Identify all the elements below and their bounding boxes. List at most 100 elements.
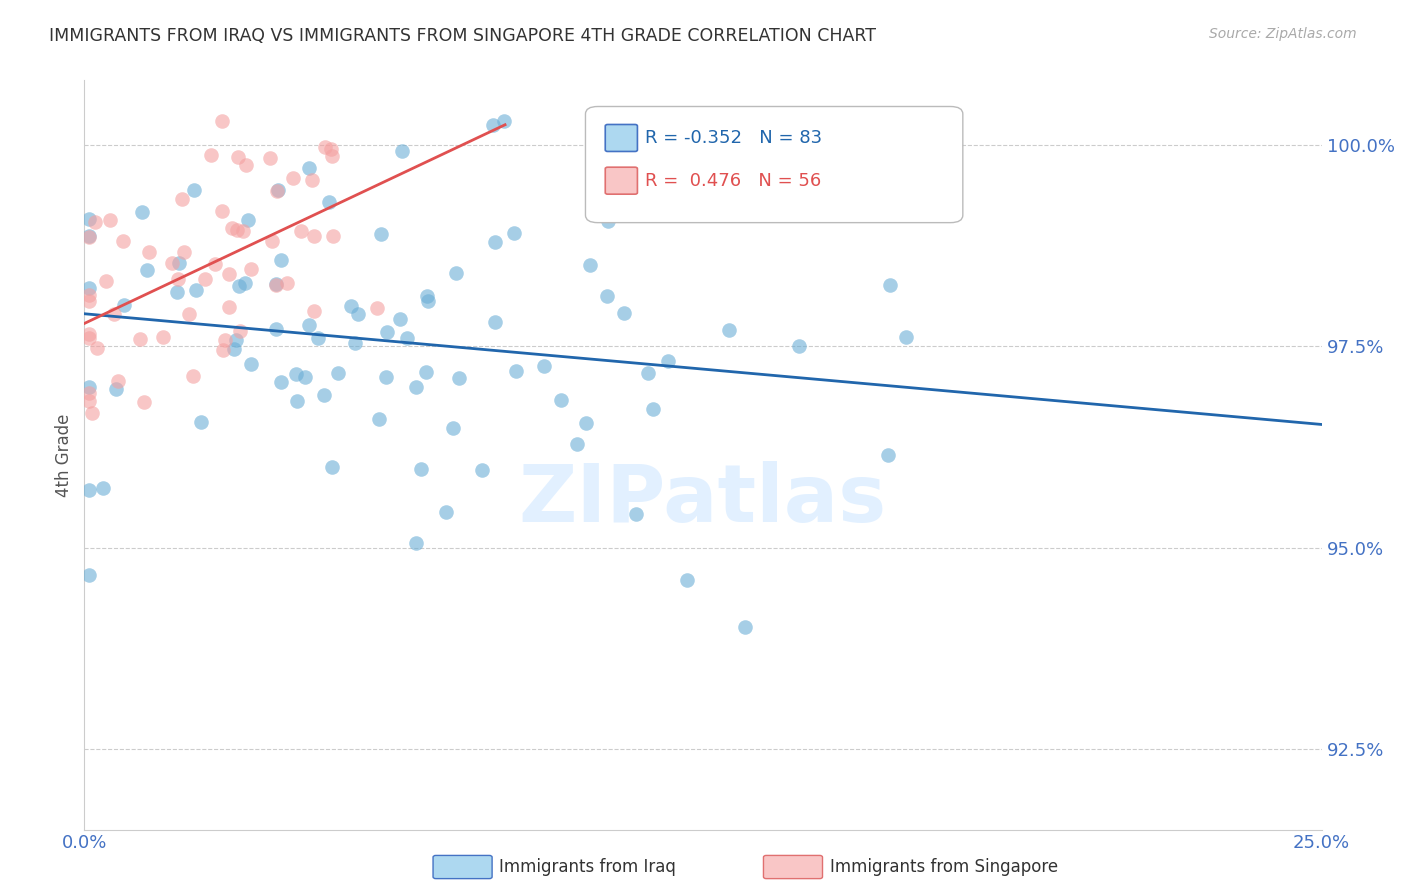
Point [388, 311, 411, 326]
Point [613, 306, 636, 320]
Point [86, 341, 108, 355]
Point [83, 215, 105, 229]
Point [482, 118, 505, 132]
Point [226, 150, 249, 164]
Point [221, 221, 243, 235]
Point [285, 368, 308, 382]
Point [492, 113, 515, 128]
Point [434, 504, 457, 518]
Point [314, 140, 336, 154]
Point [138, 244, 160, 259]
Point [297, 318, 319, 332]
Point [505, 364, 527, 378]
Point [232, 224, 254, 238]
Point [484, 235, 506, 249]
Point [226, 223, 249, 237]
Point [879, 277, 901, 292]
Point [298, 161, 321, 175]
Point [79, 483, 101, 497]
Point [626, 507, 648, 521]
Point [79, 567, 101, 582]
Point [416, 294, 439, 309]
Point [225, 333, 247, 347]
Point [239, 262, 262, 277]
Point [183, 368, 205, 383]
Point [259, 151, 281, 165]
Point [449, 371, 471, 385]
Point [173, 245, 195, 260]
Point [131, 205, 153, 219]
Point [319, 143, 342, 157]
Point [294, 369, 316, 384]
Point [596, 289, 619, 303]
Point [79, 380, 101, 394]
Point [236, 212, 259, 227]
Text: Source: ZipAtlas.com: Source: ZipAtlas.com [1209, 27, 1357, 41]
Point [79, 288, 101, 302]
Point [190, 416, 212, 430]
Text: ZIPatlas: ZIPatlas [519, 461, 887, 539]
Point [224, 342, 246, 356]
FancyBboxPatch shape [605, 125, 637, 152]
Point [343, 335, 366, 350]
Point [266, 278, 288, 293]
Point [264, 277, 287, 292]
Point [132, 394, 155, 409]
Point [79, 281, 101, 295]
Point [637, 366, 659, 380]
Point [578, 259, 600, 273]
Y-axis label: 4th Grade: 4th Grade [55, 413, 73, 497]
Point [415, 289, 437, 303]
Text: Immigrants from Singapore: Immigrants from Singapore [830, 858, 1057, 876]
Point [79, 229, 101, 244]
Point [396, 331, 419, 345]
Point [444, 267, 467, 281]
Point [136, 262, 159, 277]
Text: R = -0.352   N = 83: R = -0.352 N = 83 [645, 129, 823, 147]
FancyBboxPatch shape [605, 167, 637, 194]
Point [375, 325, 398, 339]
Point [170, 192, 193, 206]
Point [267, 183, 290, 197]
Point [264, 322, 287, 336]
Point [112, 298, 135, 312]
Point [276, 276, 298, 290]
Point [229, 324, 252, 338]
Point [302, 228, 325, 243]
Point [718, 323, 741, 337]
Point [167, 256, 190, 270]
Point [894, 329, 917, 343]
Point [328, 366, 350, 380]
Point [80, 405, 103, 419]
Point [214, 333, 236, 347]
Point [787, 339, 810, 353]
Point [565, 437, 588, 451]
Point [233, 276, 256, 290]
Point [321, 460, 343, 475]
Point [596, 214, 619, 228]
Point [366, 301, 388, 315]
Point [204, 257, 226, 271]
FancyBboxPatch shape [585, 106, 963, 223]
Point [405, 380, 427, 394]
Point [307, 331, 329, 345]
Point [105, 382, 128, 396]
Point [218, 300, 240, 314]
Point [94, 274, 117, 288]
Point [79, 331, 101, 345]
Point [186, 283, 208, 297]
Point [471, 463, 494, 477]
Point [79, 327, 101, 342]
Point [367, 412, 389, 426]
Point [103, 307, 125, 321]
Point [405, 536, 427, 550]
Point [533, 359, 555, 374]
Point [375, 370, 398, 384]
Point [111, 234, 134, 248]
Point [285, 393, 308, 408]
Point [318, 194, 340, 209]
Point [79, 386, 101, 401]
Point [160, 256, 183, 270]
Point [290, 223, 312, 237]
Point [550, 393, 572, 408]
